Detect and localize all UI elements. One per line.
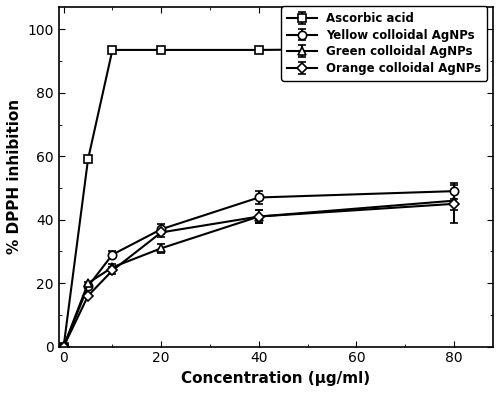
Legend: Ascorbic acid, Yellow colloidal AgNPs, Green colloidal AgNPs, Orange colloidal A: Ascorbic acid, Yellow colloidal AgNPs, G… — [282, 6, 487, 81]
Y-axis label: % DPPH inhibition: % DPPH inhibition — [7, 99, 22, 254]
X-axis label: Concentration (μg/ml): Concentration (μg/ml) — [182, 371, 370, 386]
